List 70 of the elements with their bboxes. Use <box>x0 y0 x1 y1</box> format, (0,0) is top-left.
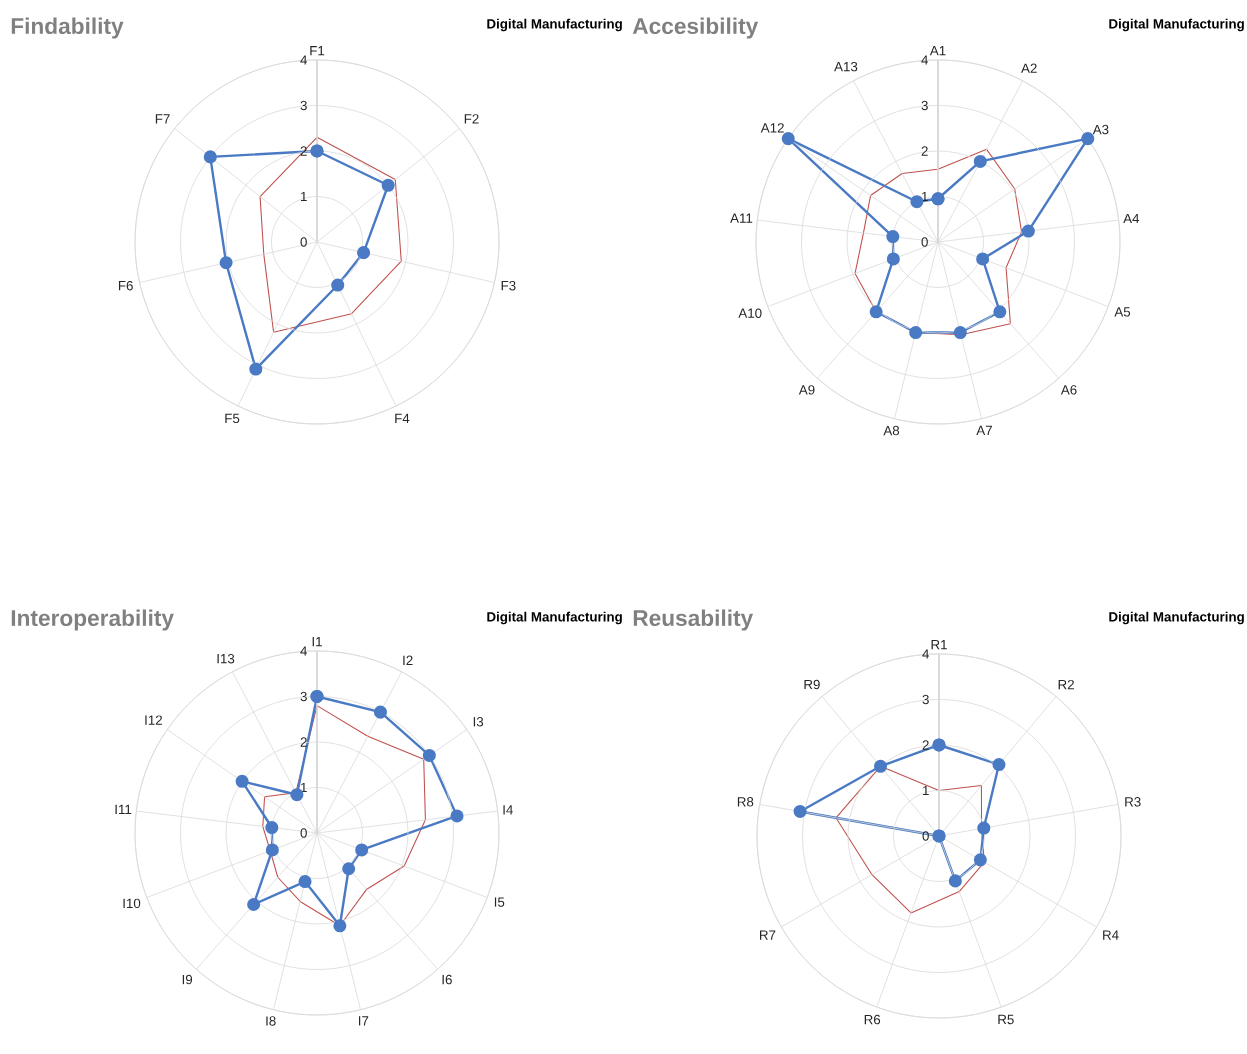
y-tick-label: 0 <box>300 237 307 247</box>
spoke-label: F6 <box>118 280 133 291</box>
y-tick-label: 4 <box>921 55 929 65</box>
text: Digital Manufacturing <box>487 611 622 625</box>
spoke-label: F3 <box>501 280 516 291</box>
chart-title: Reusability <box>633 609 754 631</box>
spoke-label: R7 <box>760 930 776 940</box>
spoke-label: I1 <box>312 637 322 647</box>
spoke-label: F5 <box>225 413 240 424</box>
y-tick-label: 1 <box>923 785 929 796</box>
y-tick-label: 2 <box>300 737 307 747</box>
spoke-label: R3 <box>1125 797 1141 807</box>
y-tick-label: 3 <box>300 691 307 702</box>
text: Digital Manufacturing <box>1109 18 1244 32</box>
text: Digital Manufacturing <box>487 18 622 32</box>
chart-title: Findability <box>11 17 124 39</box>
spoke-label: I3 <box>473 717 484 727</box>
spoke-label: I5 <box>494 897 505 907</box>
spoke-label: I11 <box>115 804 132 815</box>
chart-title: Interoperability <box>11 609 174 631</box>
y-tick-label: 1 <box>301 191 307 202</box>
spoke-label: I8 <box>266 1016 276 1026</box>
spoke-label: F4 <box>395 413 410 423</box>
y-tick-label: 2 <box>922 740 929 750</box>
y-tick-label: 4 <box>300 55 308 65</box>
y-tick-label: 4 <box>922 649 930 659</box>
spoke-label: F1 <box>310 46 325 56</box>
spoke-label: R8 <box>737 797 754 807</box>
spoke-label: A3 <box>1092 124 1109 135</box>
y-tick-label: 3 <box>922 694 929 705</box>
y-tick-label: 0 <box>922 831 929 841</box>
spoke-label: I9 <box>182 974 193 985</box>
spoke-label: A9 <box>798 385 815 395</box>
chart-title: Accesibility <box>632 17 759 39</box>
y-tick-label: 0 <box>300 828 307 838</box>
spoke-label: I13 <box>217 653 235 664</box>
y-tick-label: 0 <box>921 237 928 247</box>
spoke-label: I4 <box>503 805 513 815</box>
spoke-label: R4 <box>1103 930 1119 940</box>
y-tick-label: 2 <box>921 146 928 156</box>
spoke-label: A4 <box>1123 213 1140 224</box>
spoke-label: R9 <box>804 679 820 690</box>
y-tick-label: 3 <box>921 100 928 111</box>
spoke-label: A10 <box>738 308 762 318</box>
y-tick-label: 3 <box>300 100 307 111</box>
text: Digital Manufacturing <box>1109 611 1244 625</box>
spoke-label: A1 <box>929 46 946 56</box>
y-tick-label: 1 <box>922 191 928 202</box>
spoke-label: R1 <box>931 640 947 650</box>
spoke-label: F7 <box>155 114 170 124</box>
y-tick-label: 4 <box>300 646 308 656</box>
spoke-label: I12 <box>145 715 162 725</box>
y-tick-label: 2 <box>300 146 307 156</box>
spoke-label: A13 <box>834 61 858 72</box>
spoke-label: R2 <box>1058 679 1074 690</box>
spoke-label: F2 <box>464 114 479 124</box>
spoke-label: A5 <box>1114 307 1131 317</box>
spoke-label: A2 <box>1021 63 1037 73</box>
spoke-label: A11 <box>730 213 753 223</box>
spoke-label: I7 <box>358 1016 369 1026</box>
spoke-label: A7 <box>976 425 992 436</box>
y-tick-label: 1 <box>301 782 307 793</box>
spoke-label: A6 <box>1060 385 1077 395</box>
spoke-label: R5 <box>998 1014 1014 1025</box>
spoke-label: I6 <box>442 974 452 985</box>
spoke-label: A12 <box>760 123 784 133</box>
spoke-label: R6 <box>864 1014 881 1025</box>
spoke-label: I2 <box>403 655 413 665</box>
spoke-label: A8 <box>883 425 900 436</box>
spoke-label: I10 <box>123 898 141 909</box>
